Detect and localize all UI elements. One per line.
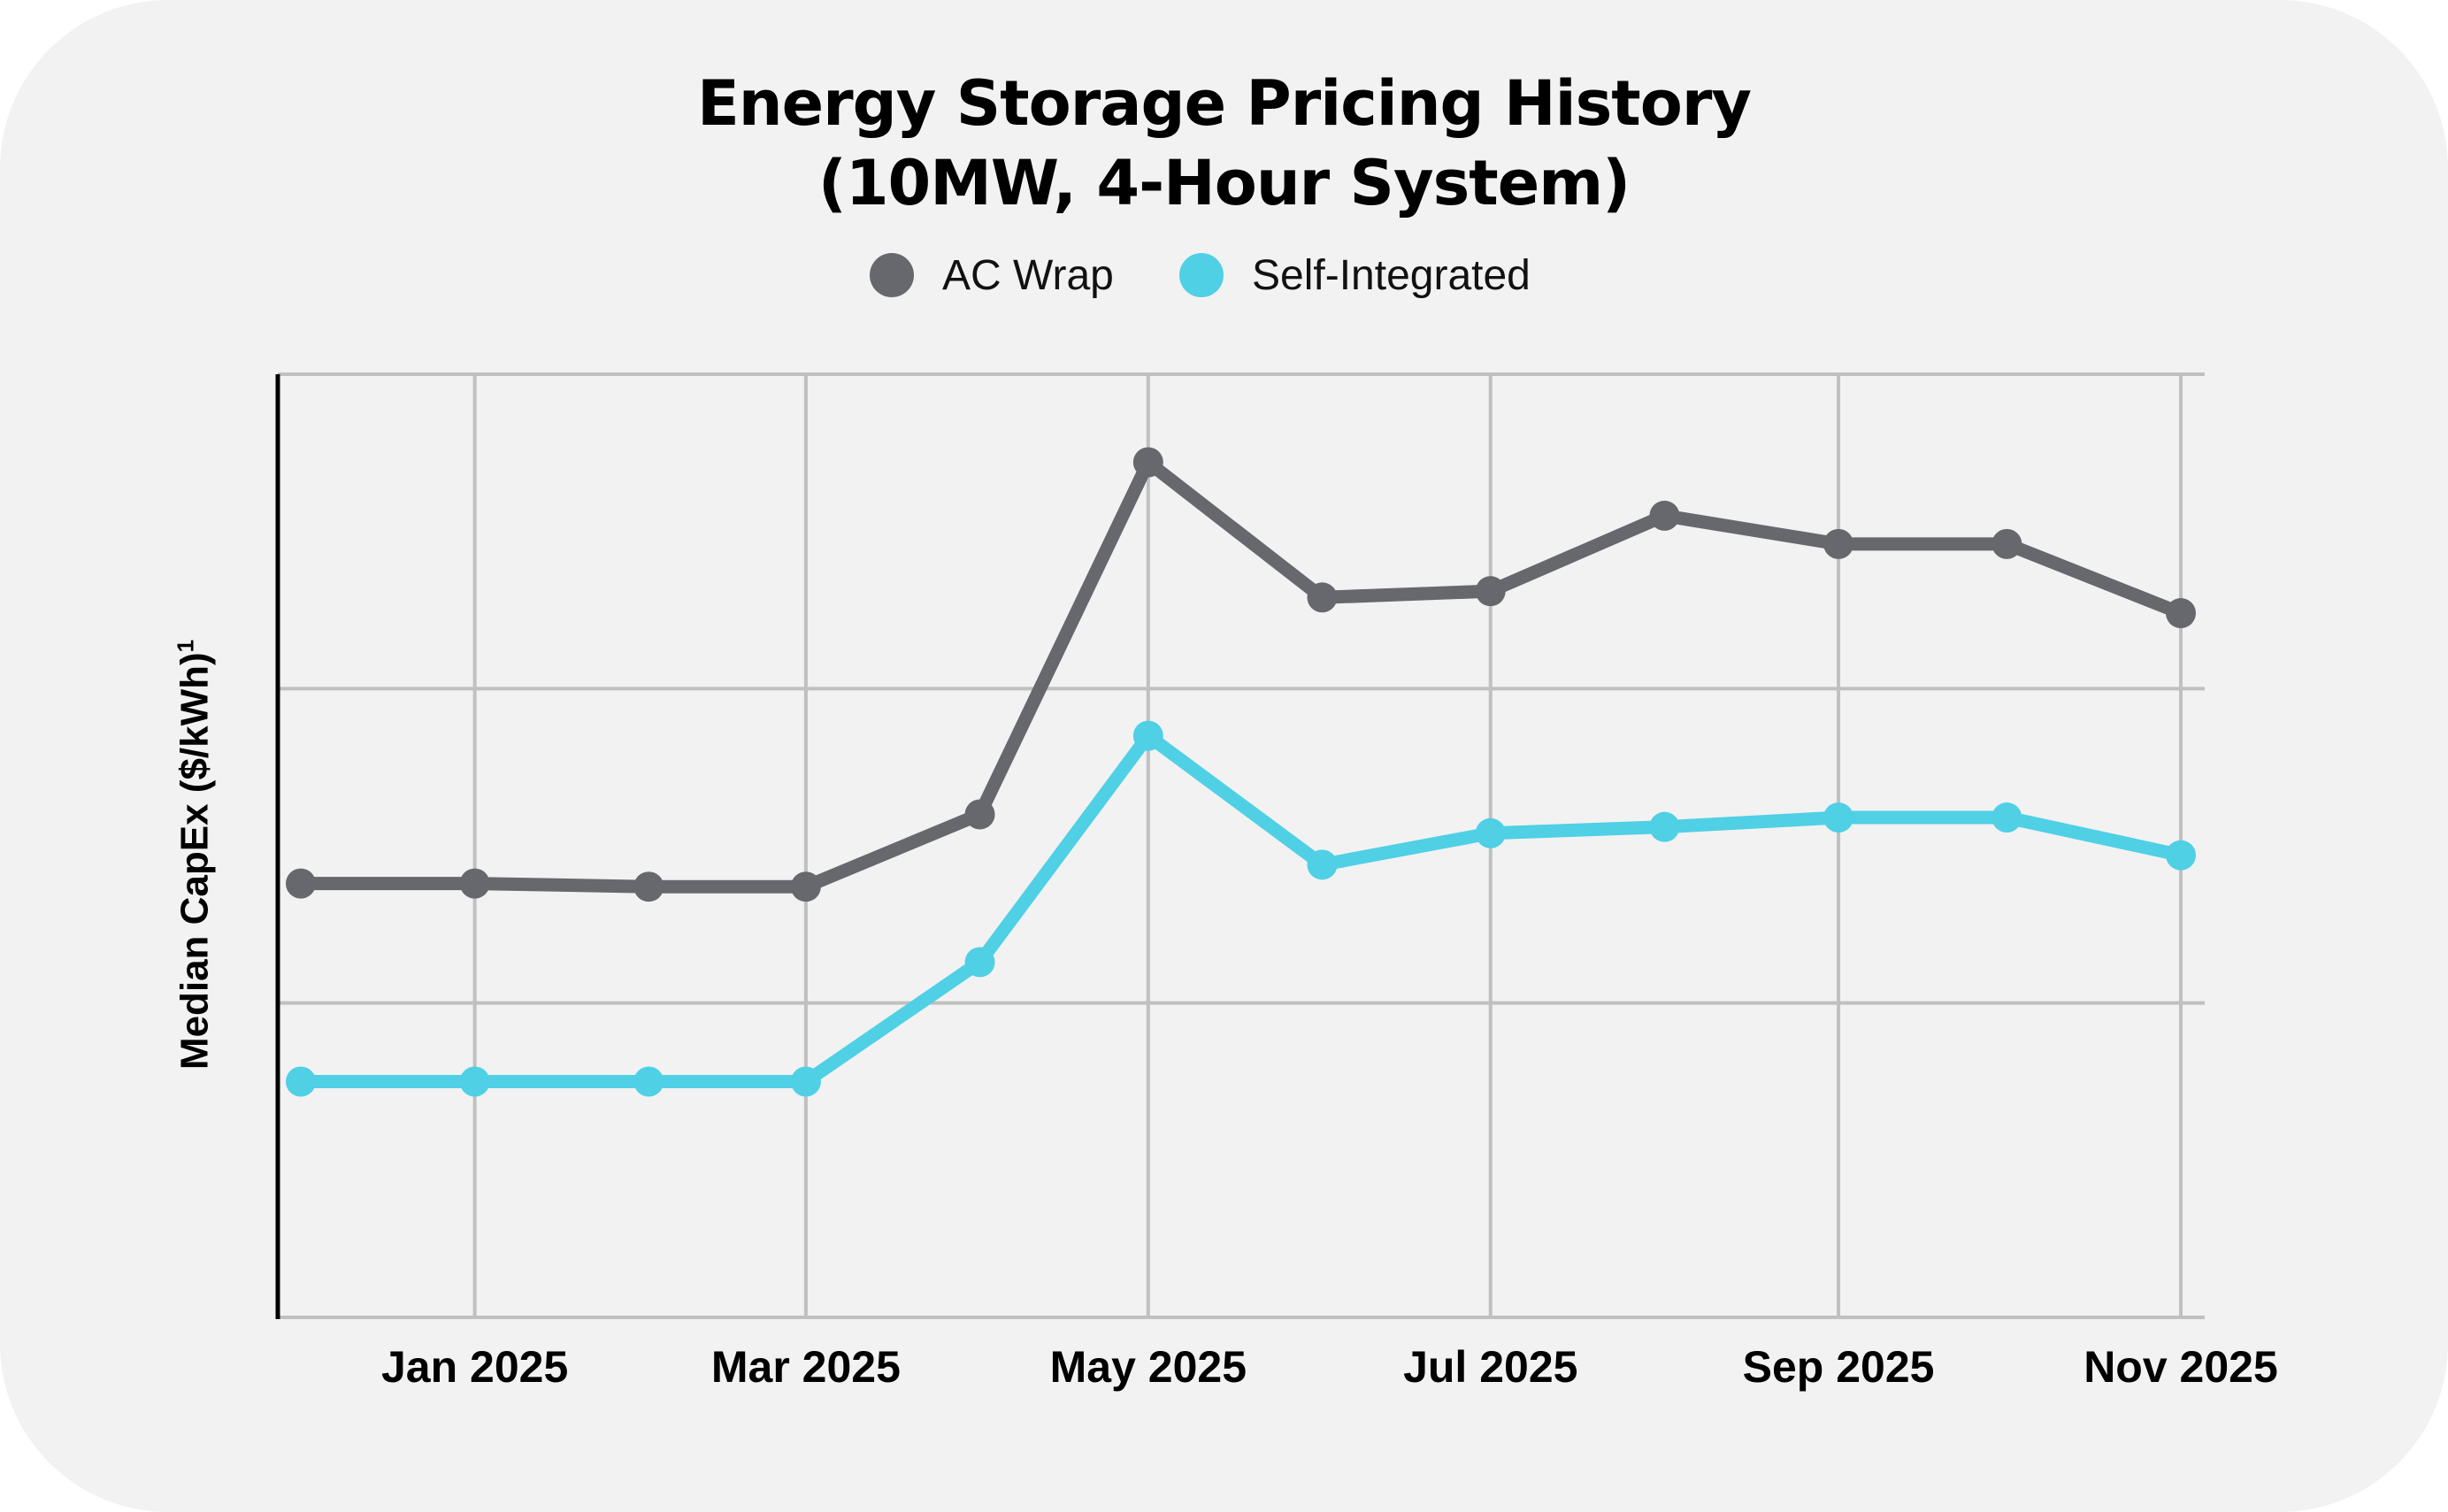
data-point: [1132, 447, 1163, 478]
data-point: [459, 868, 490, 899]
data-point: [633, 871, 664, 902]
x-tick-label: May 2025: [1050, 1342, 1247, 1392]
chart-title: Energy Storage Pricing History (10MW, 4-…: [0, 64, 2448, 223]
legend-item-ac-wrap[interactable]: AC Wrap: [870, 248, 1114, 303]
legend: AC Wrap Self-Integrated: [0, 248, 2448, 303]
data-point: [2166, 598, 2196, 629]
data-point: [1823, 802, 1854, 833]
x-tick-label: Mar 2025: [711, 1342, 901, 1392]
x-tick-label: Jul 2025: [1403, 1342, 1577, 1392]
series-line-self-integrated: [294, 729, 2188, 1088]
legend-item-self-integrated[interactable]: Self-Integrated: [1179, 248, 1531, 303]
legend-marker-ac-wrap-icon: [870, 253, 914, 297]
data-point: [1475, 576, 1506, 607]
data-point: [286, 1066, 316, 1097]
legend-label-ac-wrap: AC Wrap: [942, 251, 1114, 299]
data-point: [1991, 528, 2022, 559]
x-tick-label: Sep 2025: [1743, 1342, 1935, 1392]
chart-title-line-1: Energy Storage Pricing History: [696, 67, 1752, 140]
legend-label-self-integrated: Self-Integrated: [1252, 251, 1531, 299]
data-point: [1475, 817, 1506, 848]
data-point: [790, 871, 821, 902]
data-point: [1649, 811, 1680, 842]
data-point: [459, 1066, 490, 1097]
data-point: [964, 947, 995, 978]
data-point: [286, 868, 316, 899]
data-point: [964, 799, 995, 830]
data-point: [1649, 500, 1680, 531]
data-point: [1307, 849, 1338, 880]
x-tick-label: Nov 2025: [2083, 1342, 2278, 1392]
series: [286, 447, 2196, 1097]
series-line-ac-wrap: [294, 455, 2188, 894]
data-point: [2166, 840, 2196, 871]
data-point: [1991, 802, 2022, 833]
data-point: [790, 1066, 821, 1097]
data-point: [1132, 720, 1163, 751]
data-point: [633, 1066, 664, 1097]
x-tick-label: Jan 2025: [381, 1342, 568, 1392]
chart-title-line-2: (10MW, 4-Hour System): [817, 147, 1631, 219]
x-tick-labels: Jan 2025 Mar 2025 May 2025 Jul 2025 Sep 2025…: [381, 1342, 2278, 1392]
grid: [278, 372, 2205, 1319]
data-point: [1307, 582, 1338, 613]
data-point: [1823, 528, 1854, 559]
legend-marker-self-integrated-icon: [1179, 253, 1224, 297]
